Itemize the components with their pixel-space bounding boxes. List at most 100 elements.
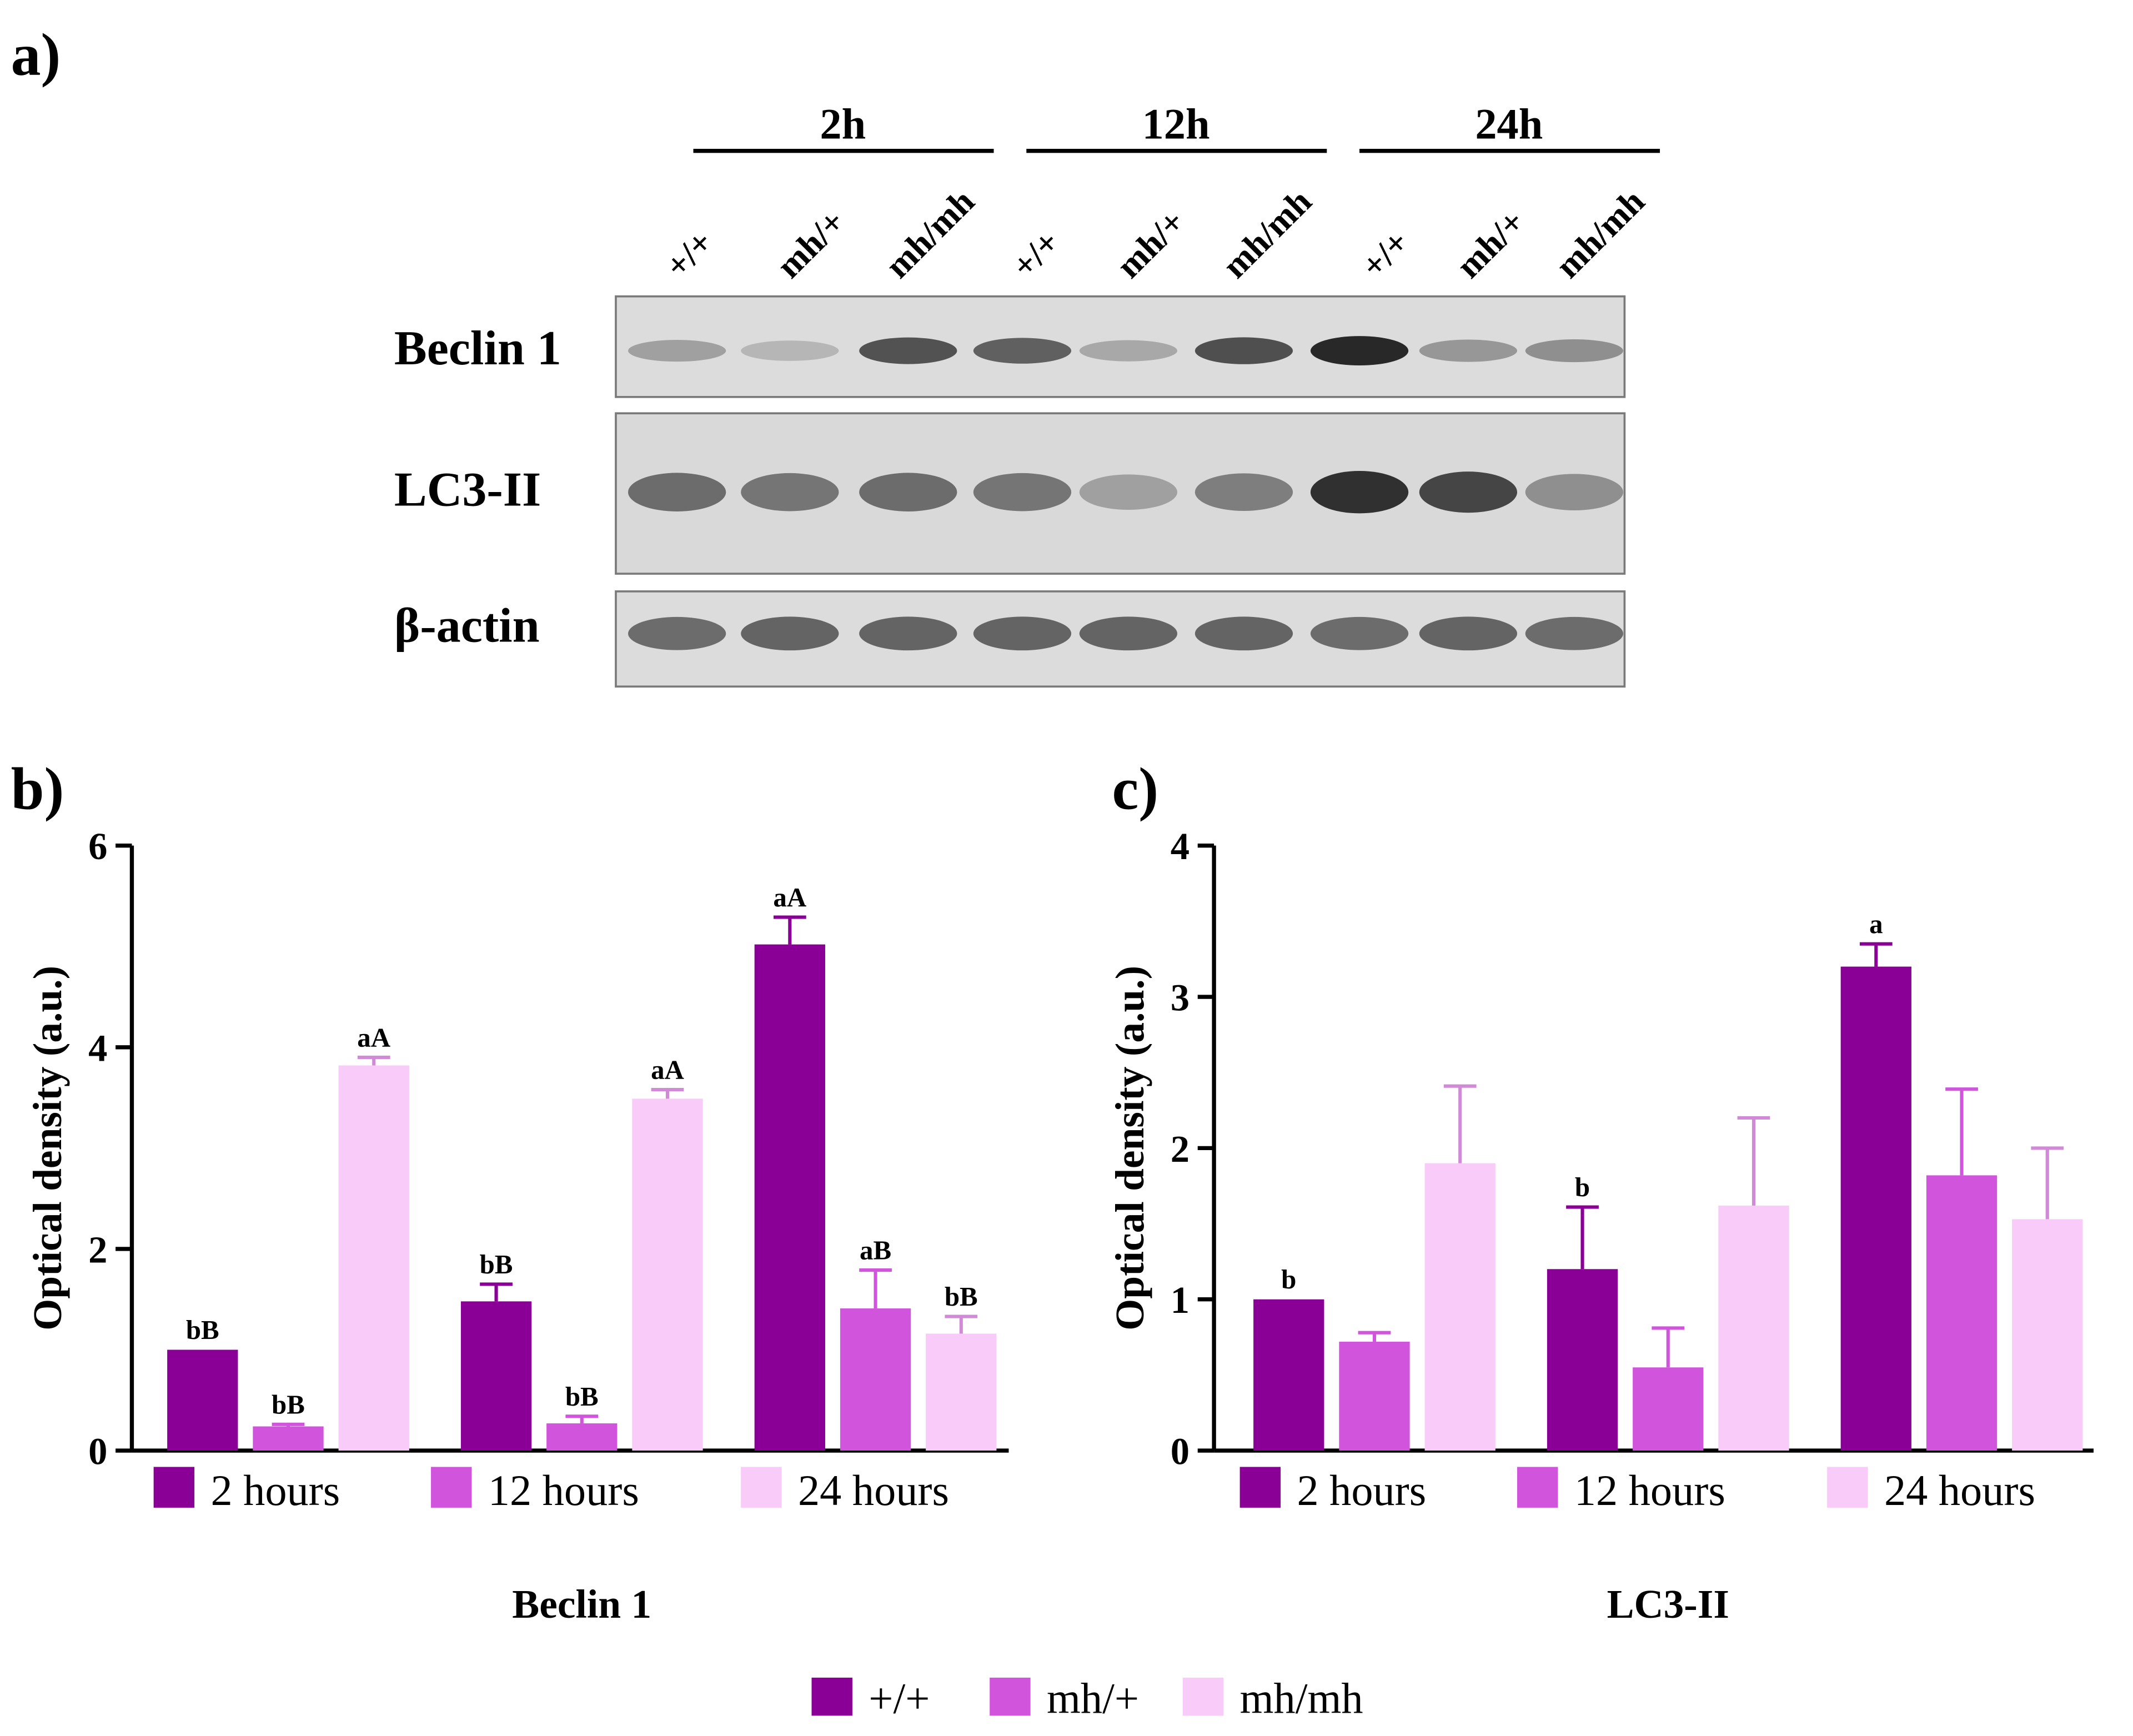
category-legend-label: 12 hours bbox=[1574, 1466, 1725, 1514]
blot-band bbox=[973, 338, 1072, 364]
chart-lc3: 0 1 2 3 4 Optical density (a.u.) b b a 2 hours 12 … bbox=[1107, 825, 2094, 1627]
bar bbox=[546, 1423, 618, 1451]
blot-band bbox=[1079, 340, 1178, 362]
bar bbox=[840, 1308, 911, 1451]
panel-label-b: b) bbox=[11, 756, 64, 822]
blot-band bbox=[1419, 471, 1518, 513]
significance-label: aA bbox=[773, 882, 806, 912]
category-legend-label: 24 hours bbox=[798, 1466, 949, 1514]
bar bbox=[1339, 1341, 1410, 1451]
bar bbox=[1424, 1163, 1495, 1451]
y-tick-label: 2 bbox=[1171, 1128, 1190, 1170]
y-tick-label: 4 bbox=[88, 1027, 107, 1069]
blot-band bbox=[1079, 474, 1178, 510]
bar bbox=[167, 1349, 238, 1451]
genotype-legend: +/+ mh/+ mh/mh bbox=[811, 1674, 1363, 1723]
y-axis-title: Optical density (a.u.) bbox=[1107, 966, 1152, 1331]
lane-label: mh/+ bbox=[1448, 202, 1532, 285]
significance-label: bB bbox=[565, 1381, 599, 1412]
panel-label-c: c) bbox=[1112, 756, 1159, 822]
legend-label: mh/+ bbox=[1047, 1674, 1139, 1723]
y-tick-label: 3 bbox=[1171, 977, 1190, 1019]
chart-title: Beclin 1 bbox=[512, 1582, 651, 1627]
blot-band bbox=[741, 473, 839, 511]
category-legend-label: 24 hours bbox=[1884, 1466, 2035, 1514]
blot-band bbox=[741, 340, 839, 361]
western-blot: 2h 12h 24h +/+ mh/+ mh/mh +/+ mh/+ mh/mh… bbox=[394, 100, 1660, 688]
blot-band bbox=[1195, 473, 1293, 511]
time-label-12h: 12h bbox=[1142, 100, 1210, 148]
significance-label: bB bbox=[480, 1249, 513, 1280]
bar bbox=[2012, 1219, 2083, 1451]
bar bbox=[632, 1098, 703, 1451]
blot-band bbox=[1310, 471, 1409, 514]
blot-band bbox=[741, 616, 839, 651]
bar bbox=[1840, 966, 1911, 1451]
significance-label: aB bbox=[860, 1235, 891, 1265]
blot-band bbox=[1419, 339, 1518, 362]
chart-beclin1: 0 2 4 6 Optical density (a.u.) bB bB aA bB bB aA aA… bbox=[25, 825, 1009, 1627]
significance-label: aA bbox=[357, 1022, 390, 1052]
significance-label: bB bbox=[945, 1281, 978, 1312]
blot-band bbox=[973, 473, 1072, 511]
blot-band bbox=[1310, 336, 1409, 366]
blot-band bbox=[1195, 616, 1293, 651]
category-legend-swatch bbox=[1827, 1467, 1868, 1508]
y-tick-label: 4 bbox=[1171, 825, 1190, 867]
bar bbox=[926, 1333, 997, 1451]
blot-band bbox=[1310, 616, 1409, 650]
blot-row-label-beclin1: Beclin 1 bbox=[394, 321, 561, 375]
y-tick-label: 0 bbox=[88, 1431, 107, 1473]
category-legend-label: 2 hours bbox=[1297, 1466, 1426, 1514]
lane-label: +/+ bbox=[1004, 222, 1067, 285]
category-legend-swatch bbox=[431, 1467, 472, 1508]
category-legend-swatch bbox=[1239, 1467, 1281, 1508]
significance-label: b bbox=[1575, 1172, 1590, 1202]
blot-band bbox=[1525, 474, 1623, 510]
significance-label: aA bbox=[651, 1054, 684, 1085]
blot-band bbox=[628, 473, 726, 511]
bar bbox=[1547, 1269, 1618, 1451]
blot-row-label-lc3: LC3-II bbox=[394, 463, 541, 517]
blot-band bbox=[628, 616, 726, 650]
lane-label: mh/mh bbox=[1548, 181, 1652, 285]
category-legend-swatch bbox=[741, 1467, 782, 1508]
blot-row-label-actin: β-actin bbox=[394, 598, 540, 653]
bar bbox=[1926, 1175, 1998, 1451]
legend-swatch bbox=[1182, 1677, 1224, 1716]
time-label-2h: 2h bbox=[820, 100, 866, 148]
bar bbox=[1253, 1299, 1324, 1451]
blot-band bbox=[859, 616, 957, 651]
legend-swatch bbox=[990, 1677, 1031, 1716]
chart-title: LC3-II bbox=[1607, 1582, 1729, 1627]
blot-band bbox=[859, 337, 957, 364]
blot-band bbox=[1525, 616, 1623, 650]
blot-band bbox=[859, 473, 957, 511]
lane-label: +/+ bbox=[658, 222, 721, 285]
bar bbox=[460, 1301, 532, 1451]
y-tick-label: 1 bbox=[1171, 1279, 1190, 1321]
category-legend-swatch bbox=[153, 1467, 195, 1508]
bar bbox=[1718, 1205, 1789, 1451]
lane-label: mh/+ bbox=[769, 202, 852, 285]
bar bbox=[754, 944, 825, 1451]
time-label-24h: 24h bbox=[1475, 100, 1543, 148]
significance-label: a bbox=[1869, 909, 1883, 939]
blot-band bbox=[1525, 339, 1623, 363]
legend-label: +/+ bbox=[869, 1674, 930, 1723]
category-legend-label: 12 hours bbox=[488, 1466, 639, 1514]
significance-label: b bbox=[1281, 1264, 1296, 1295]
bar bbox=[253, 1426, 324, 1451]
blot-band bbox=[1419, 616, 1518, 651]
lane-label: mh/+ bbox=[1108, 202, 1192, 285]
blot-band bbox=[973, 616, 1072, 651]
category-legend-swatch bbox=[1517, 1467, 1558, 1508]
legend-label: mh/mh bbox=[1240, 1674, 1363, 1723]
legend-swatch bbox=[811, 1677, 852, 1716]
category-legend-label: 2 hours bbox=[210, 1466, 340, 1514]
y-tick-label: 6 bbox=[88, 825, 107, 867]
lane-label: +/+ bbox=[1353, 222, 1417, 285]
panel-label-a: a) bbox=[11, 22, 61, 88]
blot-band bbox=[1195, 337, 1293, 364]
